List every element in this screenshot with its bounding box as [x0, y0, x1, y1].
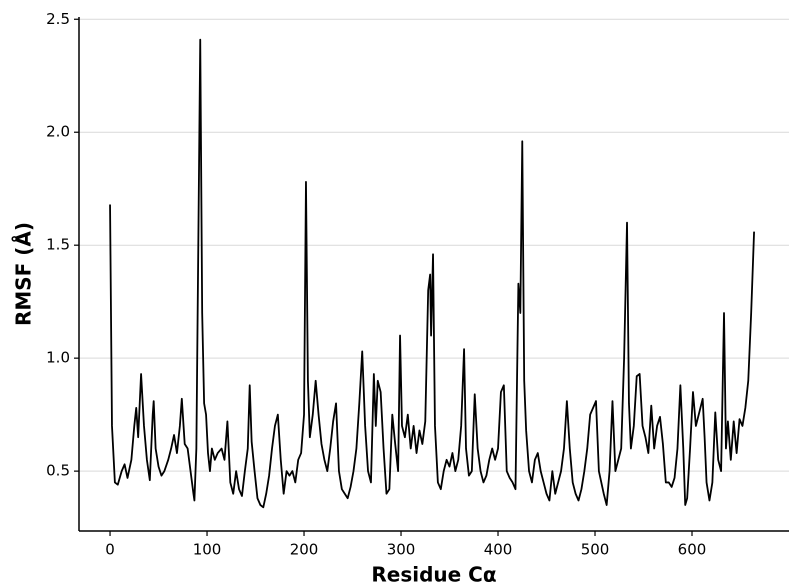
x-tick-label: 0 [105, 541, 115, 559]
rmsf-line [109, 38, 755, 509]
x-tick-label: 100 [193, 541, 222, 559]
x-tick-label: 200 [290, 541, 319, 559]
x-tick-label: 600 [678, 541, 707, 559]
x-tick-label: 400 [484, 541, 513, 559]
x-axis-title: Residue Cα [371, 563, 496, 587]
y-tick-label: 1.0 [46, 349, 70, 367]
x-tick-label: 300 [387, 541, 416, 559]
y-tick-label: 0.5 [46, 462, 70, 480]
y-tick-label: 2.5 [46, 10, 70, 28]
y-tick-label: 1.5 [46, 236, 70, 254]
x-tick-label: 500 [581, 541, 610, 559]
y-axis-title: RMSF (Å) [12, 222, 36, 326]
y-tick-label: 2.0 [46, 123, 70, 141]
